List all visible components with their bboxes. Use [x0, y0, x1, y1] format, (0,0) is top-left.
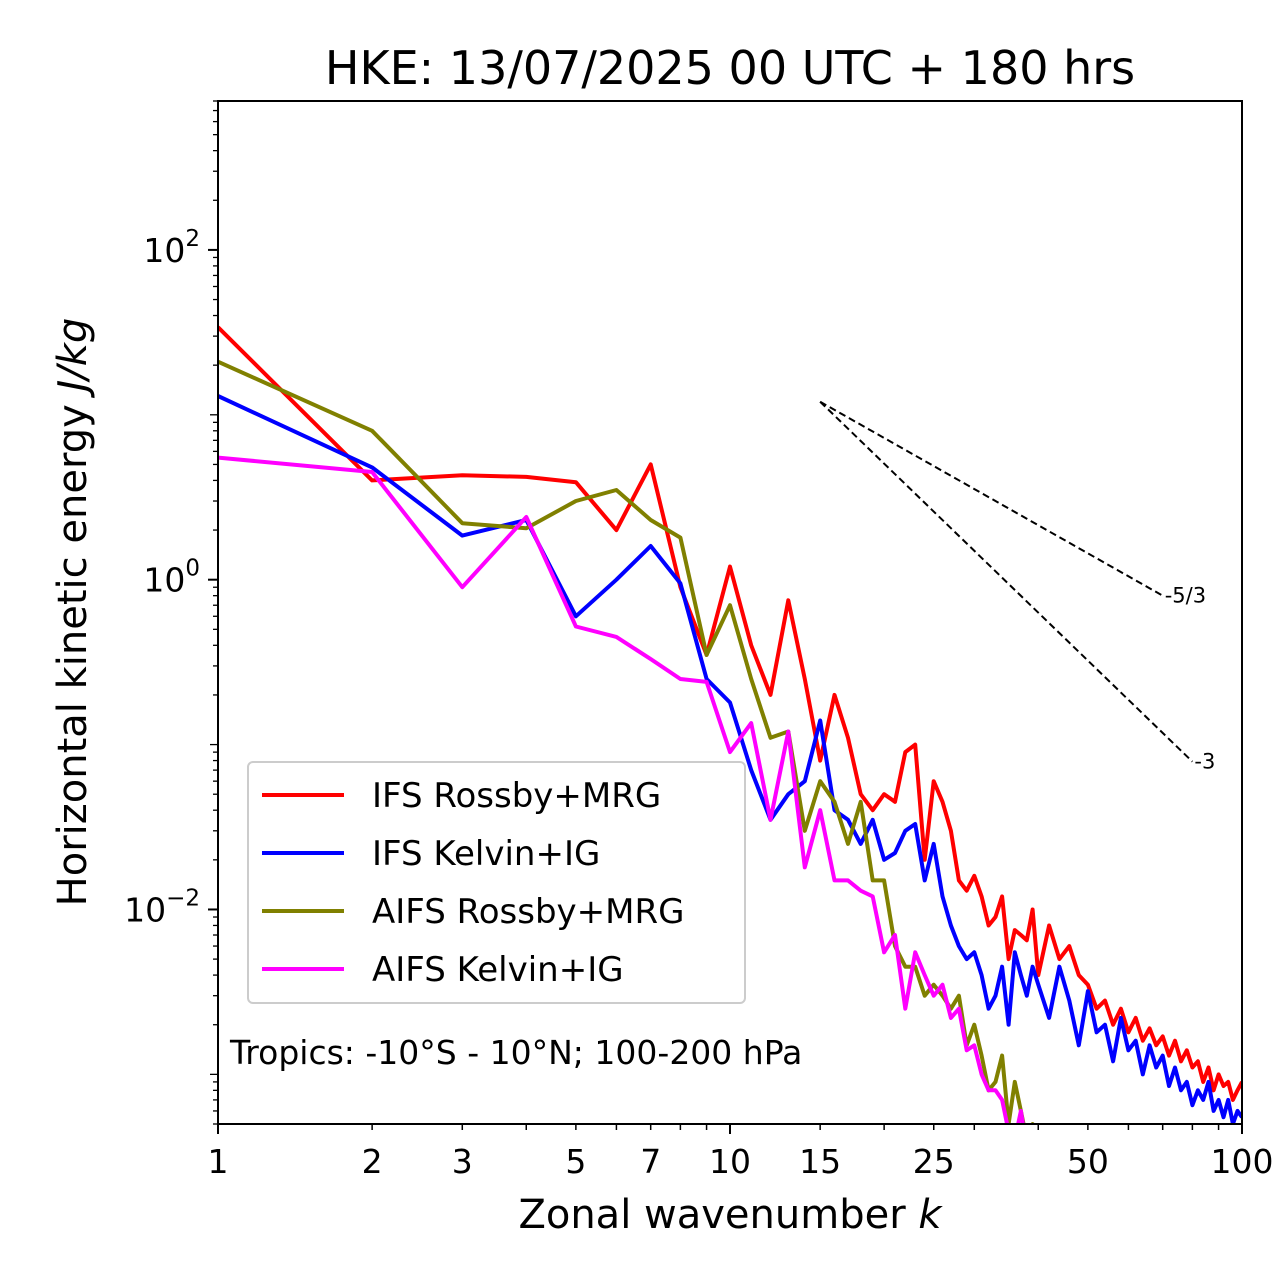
x-tick-label: 5	[565, 1142, 586, 1181]
legend-label-1: IFS Rossby+MRG	[372, 776, 661, 816]
legend-label-4: AIFS Kelvin+IG	[372, 950, 624, 990]
x-tick-label: 7	[640, 1142, 661, 1181]
y-axis: 10−2 100 102	[124, 100, 218, 1125]
x-tick-label: 50	[1067, 1142, 1109, 1181]
y-tick-label: 102	[143, 226, 200, 270]
legend-box	[247, 761, 746, 1004]
series-line-3	[218, 359, 1035, 1124]
x-axis: 1 2 3 5 7 10 15 25 50 100	[208, 1124, 1274, 1181]
reference-lines: -5/3 -3	[819, 400, 1215, 774]
x-tick-label: 15	[799, 1142, 841, 1181]
x-tick-label: 25	[913, 1142, 955, 1181]
legend-label-2: IFS Kelvin+IG	[372, 834, 600, 874]
y-tick-label: 10−2	[124, 885, 200, 929]
series-line-2	[218, 394, 1242, 1124]
legend-label-3: AIFS Rossby+MRG	[372, 892, 684, 932]
series-line-4	[218, 455, 1025, 1124]
x-tick-label: 3	[452, 1142, 473, 1181]
region-annotation: Tropics: -10°S - 10°N; 100-200 hPa	[229, 1033, 802, 1072]
reference-line-2	[819, 401, 1194, 763]
legend: IFS Rossby+MRG IFS Kelvin+IG AIFS Rossby+M…	[247, 761, 746, 1004]
y-axis-label: Horizontal kinetic energy J/kg	[50, 318, 96, 907]
y-tick-label: 100	[143, 556, 200, 600]
x-tick-label: 2	[362, 1142, 383, 1181]
x-axis-label: Zonal wavenumber k	[518, 1192, 943, 1238]
x-tick-label: 1	[208, 1142, 229, 1181]
x-tick-label: 10	[709, 1142, 751, 1181]
series-layer	[218, 325, 1242, 1124]
reference-line-label-1: -5/3	[1165, 584, 1206, 608]
series-line-1	[218, 325, 1242, 1102]
x-tick-label: 100	[1211, 1142, 1274, 1181]
chart-title: HKE: 13/07/2025 00 UTC + 180 hrs	[325, 41, 1135, 95]
reference-line-label-2: -3	[1194, 750, 1215, 774]
